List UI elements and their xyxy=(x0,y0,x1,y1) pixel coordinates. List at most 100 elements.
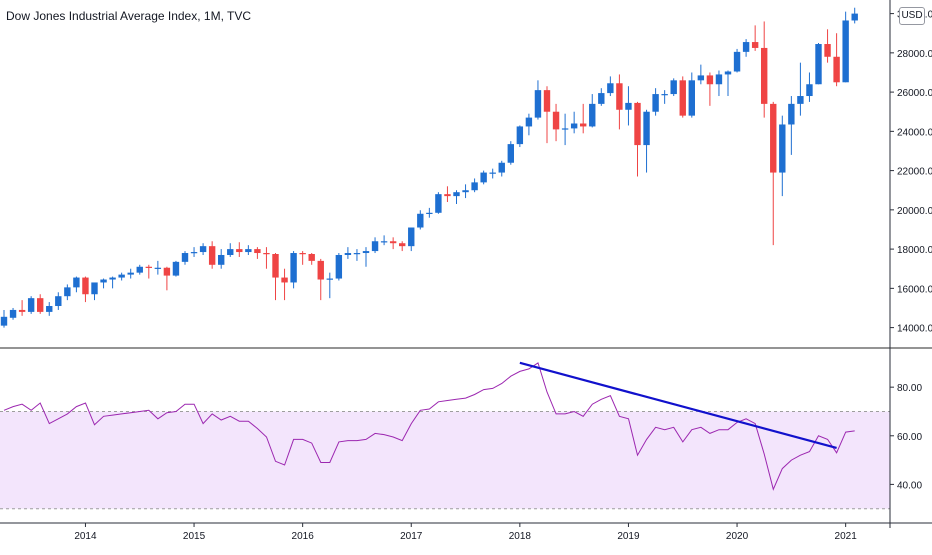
price-axis[interactable]: 14000.0 16000.0 18000.0 20000.0 22000.0 24000… xyxy=(890,10,932,335)
price-candle xyxy=(625,86,632,126)
price-candle xyxy=(779,115,786,197)
candle-body xyxy=(136,266,143,273)
price-candle xyxy=(525,113,533,136)
price-candle xyxy=(498,160,505,177)
price-candle xyxy=(715,70,723,97)
candle-body xyxy=(127,272,134,275)
price-candle xyxy=(172,260,180,277)
price-candle xyxy=(444,186,451,202)
price-candle xyxy=(697,64,705,85)
candle-body xyxy=(733,51,741,72)
price-candle xyxy=(534,80,542,120)
candle-body xyxy=(91,282,98,295)
rsi-tick-label: 80.00 xyxy=(897,383,922,394)
candle-body xyxy=(218,254,225,265)
candle-body xyxy=(851,13,858,21)
price-candle xyxy=(462,184,469,199)
price-candle xyxy=(218,249,225,269)
candle-body xyxy=(751,42,759,48)
candle-body xyxy=(73,277,80,288)
candle-body xyxy=(335,254,343,279)
candle-body xyxy=(706,75,714,85)
candle-body xyxy=(353,253,361,255)
price-candles xyxy=(0,7,858,328)
candle-body xyxy=(290,253,297,283)
candle-body xyxy=(27,298,35,312)
rsi-tick-label: 60.00 xyxy=(897,432,922,443)
price-candle xyxy=(788,96,795,155)
candle-body xyxy=(742,42,750,52)
rsi-line xyxy=(3,362,855,491)
rsi-band xyxy=(0,411,890,509)
candle-body xyxy=(824,44,831,57)
candle-body xyxy=(208,246,216,265)
price-candle xyxy=(163,266,171,291)
price-candle xyxy=(761,21,768,118)
price-candle xyxy=(100,278,107,289)
candle-body xyxy=(435,194,442,213)
price-candle xyxy=(661,90,668,104)
price-candle xyxy=(824,29,831,63)
candle-body xyxy=(308,254,315,261)
candle-body xyxy=(552,111,560,130)
price-candle xyxy=(426,207,433,218)
candle-body xyxy=(471,182,478,191)
candle-body xyxy=(118,274,125,278)
price-tick-label: 28000.0 xyxy=(897,49,932,60)
price-candle xyxy=(272,253,279,301)
price-candle xyxy=(580,103,587,134)
price-candle xyxy=(254,247,261,259)
price-candle xyxy=(190,247,198,257)
candle-body xyxy=(389,241,397,244)
price-candle xyxy=(643,109,650,173)
candle-body xyxy=(561,128,569,130)
candle-body xyxy=(109,277,116,280)
candle-body xyxy=(525,117,533,127)
candle-body xyxy=(444,194,451,197)
candle-body xyxy=(362,251,370,254)
price-candle xyxy=(263,247,270,269)
price-candle xyxy=(317,258,324,301)
price-tick-label: 24000.0 xyxy=(897,127,932,138)
candle-body xyxy=(399,243,406,247)
time-tick-label: 2015 xyxy=(183,531,206,542)
candle-body xyxy=(417,213,424,228)
price-candle xyxy=(435,192,442,214)
price-candle xyxy=(688,72,695,118)
candle-body xyxy=(145,266,152,268)
candle-body xyxy=(607,83,614,94)
rsi-axis[interactable]: 40.00 60.00 80.00 xyxy=(890,383,922,491)
candle-body xyxy=(715,74,723,85)
price-candle xyxy=(589,94,596,128)
candle-body xyxy=(625,102,632,110)
candle-body xyxy=(46,306,53,312)
price-candle xyxy=(453,190,460,204)
candle-body xyxy=(254,249,261,254)
rsi-trendline[interactable] xyxy=(519,361,837,450)
price-candle xyxy=(652,88,659,116)
time-tick-label: 2019 xyxy=(617,531,640,542)
candle-body xyxy=(426,212,433,214)
candle-body xyxy=(82,277,89,295)
time-axis[interactable]: 2014 2015 2016 2017 2018 2019 2020 2021 xyxy=(74,523,857,542)
candle-body xyxy=(263,253,270,255)
price-candle xyxy=(616,74,623,130)
time-tick-label: 2021 xyxy=(835,531,858,542)
candle-body xyxy=(842,20,849,83)
price-candle xyxy=(281,268,288,301)
price-candle xyxy=(543,86,551,144)
candle-body xyxy=(190,252,198,254)
candle-body xyxy=(299,253,306,255)
candle-body xyxy=(489,172,496,174)
price-tick-label: 20000.0 xyxy=(897,206,932,217)
candle-body xyxy=(199,246,207,253)
currency-badge[interactable]: USD xyxy=(899,7,925,25)
price-candle xyxy=(55,292,62,310)
price-candle xyxy=(751,25,759,51)
price-candle xyxy=(833,33,840,87)
price-candle xyxy=(127,268,134,279)
price-candle xyxy=(82,276,89,303)
price-candle xyxy=(145,264,152,279)
